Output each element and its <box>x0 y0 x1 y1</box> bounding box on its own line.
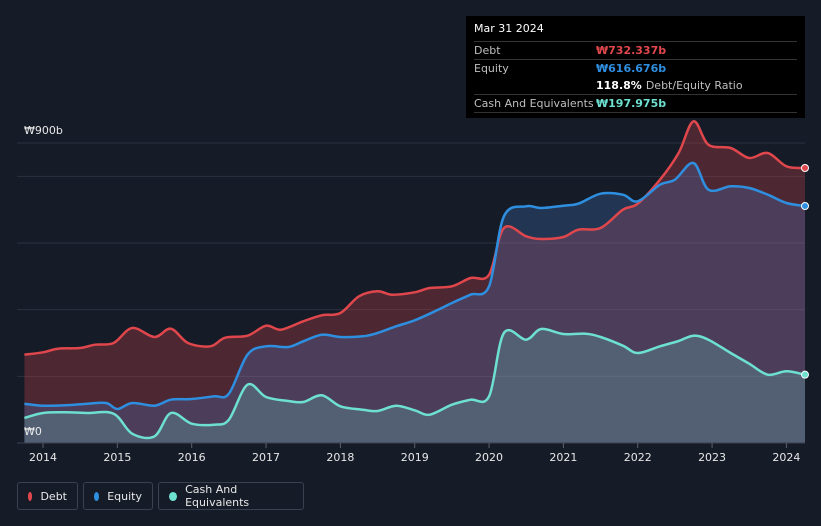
legend-debt-label: Debt <box>40 489 67 503</box>
cash-end-marker <box>801 370 809 379</box>
tooltip-cash-label: Cash And Equivalents <box>474 97 594 110</box>
tooltip-row-ratio: 118.8% Debt/Equity Ratio <box>474 77 797 94</box>
legend-equity-label: Equity <box>107 489 142 503</box>
cash-line <box>24 327 806 440</box>
tooltip-row-cash: Cash And Equivalents ₩197.975b <box>474 94 797 113</box>
tooltip-cash-value: ₩197.975b <box>596 97 667 110</box>
tooltip-panel: Mar 31 2024 Debt ₩732.337b Equity ₩616.6… <box>466 16 805 118</box>
legend-item-debt[interactable]: Debt <box>17 482 78 510</box>
legend-cash-dot-icon <box>169 491 178 501</box>
equity-area <box>24 162 805 444</box>
legend-cash-label: Cash And Equivalents <box>185 483 250 509</box>
tooltip-equity-label: Equity <box>474 62 509 75</box>
debt-area <box>24 121 805 443</box>
x-tick-label: 2018 <box>326 451 354 464</box>
x-tick-label: 2019 <box>401 451 429 464</box>
legend-debt-dot-icon <box>28 491 33 501</box>
y-tick-label-zero: ₩0 <box>24 425 42 438</box>
tooltip-row-equity: Equity ₩616.676b <box>474 59 797 77</box>
series-lines <box>24 120 806 440</box>
x-tick-label: 2015 <box>103 451 131 464</box>
x-tick-label: 2020 <box>475 451 503 464</box>
legend-equity-dot-icon <box>94 491 100 501</box>
tooltip-debt-label: Debt <box>474 44 501 57</box>
debt-end-marker <box>801 164 809 172</box>
x-tick-label: 2024 <box>772 451 800 464</box>
y-tick-label-max: ₩900b <box>24 124 63 137</box>
x-tick-label: 2023 <box>698 451 726 464</box>
axes: 2014 2015 2016 2017 2018 2019 2020 2021 2022 2023… <box>17 124 805 464</box>
equity-line <box>24 161 806 411</box>
x-tick-label: 2014 <box>29 451 57 464</box>
legend-item-cash[interactable]: Cash And Equivalents <box>158 482 304 510</box>
x-tick-label: 2021 <box>549 451 577 464</box>
equity-end-marker <box>801 202 809 210</box>
tooltip-ratio-label: Debt/Equity Ratio <box>645 79 743 92</box>
series-areas <box>24 121 805 444</box>
tooltip-row-debt: Debt ₩732.337b <box>474 41 797 59</box>
x-tick-label: 2017 <box>252 451 280 464</box>
x-tick-label: 2022 <box>624 451 652 464</box>
x-tick-label: 2016 <box>178 451 206 464</box>
tooltip-date: Mar 31 2024 <box>474 22 544 35</box>
tooltip-debt-value: ₩732.337b <box>596 44 667 57</box>
end-markers <box>801 164 809 379</box>
debt-line <box>24 120 806 356</box>
legend-item-equity[interactable]: Equity <box>83 482 153 510</box>
tooltip-equity-value: ₩616.676b <box>596 62 667 75</box>
tooltip-ratio-value: 118.8% <box>596 79 642 92</box>
cash-area <box>24 328 805 443</box>
